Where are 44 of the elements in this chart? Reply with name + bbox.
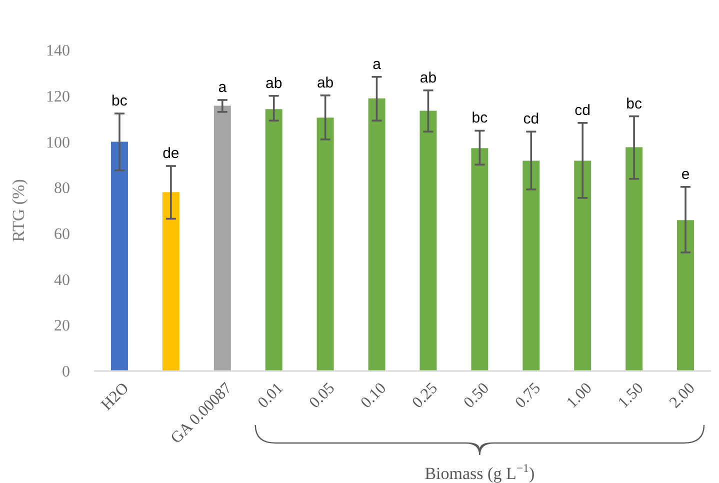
annotation: cd [523, 110, 540, 128]
y-tick-label: 140 [46, 42, 70, 60]
y-tick-label: 60 [54, 226, 70, 244]
y-tick-label: 120 [46, 88, 70, 106]
bar [574, 160, 592, 371]
annotation: bc [112, 92, 128, 110]
bar [626, 147, 643, 371]
y-tick-label: 0 [62, 364, 70, 381]
annotation: de [162, 145, 180, 162]
bar [368, 98, 386, 371]
bar [471, 148, 488, 371]
bar [316, 118, 334, 371]
annotation: a [372, 56, 382, 73]
x-tick-label: 0.05 [306, 380, 338, 412]
bar [522, 160, 540, 371]
x-tick-label: H2O [98, 380, 132, 414]
x-axis-title: Biomass (g L$^{−1}$) [424, 461, 535, 483]
bar [110, 142, 128, 371]
x-tick-label: 0.01 [254, 380, 287, 412]
bar [265, 109, 282, 371]
y-tick-label: 40 [54, 272, 70, 289]
x-tick-label: 0.75 [512, 380, 544, 412]
y-tick-label: 100 [46, 134, 70, 152]
x-tick-label: 0.10 [358, 380, 390, 412]
annotation: bc [626, 95, 642, 112]
x-tick-label: 0.50 [460, 380, 492, 412]
bar [420, 110, 437, 371]
annotation: a [218, 78, 228, 96]
bar [214, 106, 231, 371]
x-tick-label: 1.50 [615, 380, 647, 412]
y-axis-title: RTG (%) [9, 179, 28, 242]
x-tick-label: 2.00 [666, 380, 698, 412]
x-tick-label: 1.00 [564, 380, 596, 412]
bar [162, 192, 180, 371]
annotation: cd [574, 102, 591, 119]
bar [677, 220, 694, 371]
y-tick-label: 80 [54, 180, 70, 198]
annotation: e [681, 166, 690, 183]
annotation: ab [420, 69, 437, 86]
annotation: ab [266, 74, 282, 92]
x-tick-label: 0.25 [409, 380, 442, 412]
annotation: ab [316, 74, 334, 92]
annotation: bc [472, 110, 488, 127]
y-tick-label: 20 [54, 318, 70, 335]
